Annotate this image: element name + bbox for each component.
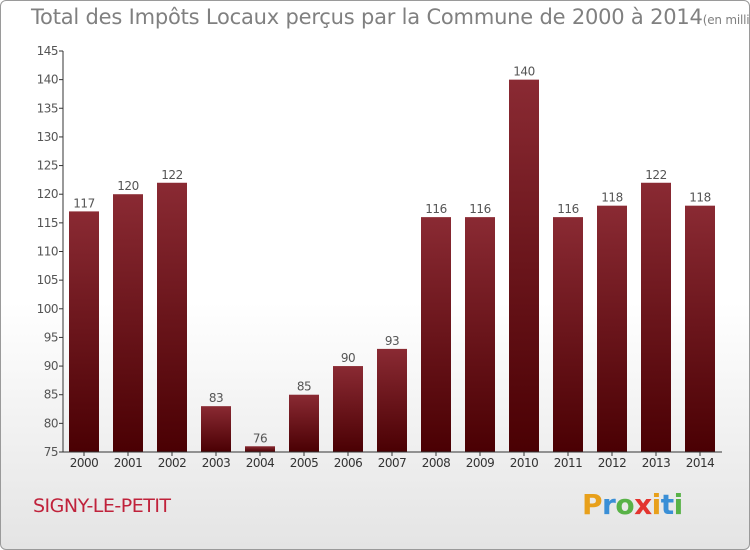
data-label-2008: 116 <box>425 202 446 216</box>
bar-2008 <box>421 217 451 452</box>
y-tick-label: 120 <box>37 187 58 201</box>
bar-2013 <box>641 182 671 452</box>
logo-letter: r <box>602 488 616 521</box>
bar-2007 <box>377 348 407 452</box>
y-tick-label: 95 <box>44 330 58 344</box>
x-tick-label-2009: 2009 <box>466 456 495 470</box>
x-tick-label-2005: 2005 <box>290 456 319 470</box>
bar-2010 <box>509 79 539 453</box>
x-tick-label-2004: 2004 <box>246 456 275 470</box>
bar-2009 <box>465 217 495 452</box>
bar-2014 <box>685 205 715 452</box>
data-label-2012: 118 <box>601 191 622 205</box>
bar-2002 <box>157 182 187 452</box>
x-axis: 2000 2001 2002 2003 2004 2005 2006 2007 2008 2009… <box>63 451 722 470</box>
y-tick-label: 115 <box>37 216 58 230</box>
data-label-2002: 122 <box>161 168 182 182</box>
bar-2005 <box>289 394 319 452</box>
x-tick-label-2011: 2011 <box>554 456 583 470</box>
x-tick-label-2010: 2010 <box>510 456 539 470</box>
y-axis: 75 80 85 90 95 100 105 110 115 120 125 130 135 140 145 <box>37 44 64 459</box>
x-tick-label-2002: 2002 <box>158 456 187 470</box>
x-tick-label-2014: 2014 <box>686 456 715 470</box>
data-label-2006: 90 <box>341 351 355 365</box>
data-label-2004: 76 <box>253 431 267 445</box>
data-label-2005: 85 <box>297 380 311 394</box>
logo-letter: t <box>660 488 674 521</box>
data-label-2001: 120 <box>117 179 138 193</box>
bar-2001 <box>113 194 143 452</box>
chart-unit-note: (en milliers d'€) <box>702 13 750 27</box>
commune-name: SIGNY-LE-PETIT <box>33 495 171 517</box>
y-tick-label: 125 <box>37 159 58 173</box>
bars: 117 120 122 83 76 85 90 93 116 116 140 116 118 122 118 <box>69 65 715 453</box>
logo-letter: x <box>634 488 652 521</box>
chart-title: Total des Impôts Locaux perçus par la Co… <box>31 5 750 29</box>
x-tick-label-2013: 2013 <box>642 456 671 470</box>
y-tick-label: 85 <box>44 388 58 402</box>
data-label-2013: 122 <box>645 168 666 182</box>
y-tick-label: 135 <box>37 101 58 115</box>
y-tick-label: 110 <box>37 245 58 259</box>
y-tick-label: 140 <box>37 73 58 87</box>
bar-2003 <box>201 406 231 452</box>
x-tick-label-2012: 2012 <box>598 456 627 470</box>
bar-2004 <box>245 446 275 452</box>
data-label-2000: 117 <box>73 196 94 210</box>
bar-2000 <box>69 211 99 452</box>
x-tick-label-2008: 2008 <box>422 456 451 470</box>
y-tick-label: 130 <box>37 130 58 144</box>
data-label-2009: 116 <box>469 202 490 216</box>
bar-2011 <box>553 217 583 452</box>
x-tick-label-2006: 2006 <box>334 456 363 470</box>
data-label-2003: 83 <box>209 391 223 405</box>
logo-letter: i <box>673 488 684 521</box>
proxiti-logo[interactable]: Proxiti <box>582 488 683 521</box>
x-tick-label-2003: 2003 <box>202 456 231 470</box>
data-label-2011: 116 <box>557 202 578 216</box>
x-tick-label-2001: 2001 <box>114 456 143 470</box>
y-tick-label: 145 <box>37 44 58 58</box>
logo-letter: i <box>651 488 662 521</box>
data-label-2014: 118 <box>689 191 710 205</box>
bar-2012 <box>597 205 627 452</box>
y-tick-label: 105 <box>37 273 58 287</box>
data-label-2010: 140 <box>513 65 534 79</box>
y-tick-label: 100 <box>37 302 58 316</box>
y-tick-label: 90 <box>44 359 58 373</box>
x-tick-label-2007: 2007 <box>378 456 407 470</box>
logo-letter: o <box>615 488 635 521</box>
logo-letter: P <box>582 488 603 521</box>
data-label-2007: 93 <box>385 334 399 348</box>
chart-title-text: Total des Impôts Locaux perçus par la Co… <box>31 5 703 29</box>
bar-2006 <box>333 366 363 452</box>
y-tick-label: 80 <box>44 416 58 430</box>
y-tick-label: 75 <box>44 445 58 459</box>
x-tick-label-2000: 2000 <box>70 456 99 470</box>
